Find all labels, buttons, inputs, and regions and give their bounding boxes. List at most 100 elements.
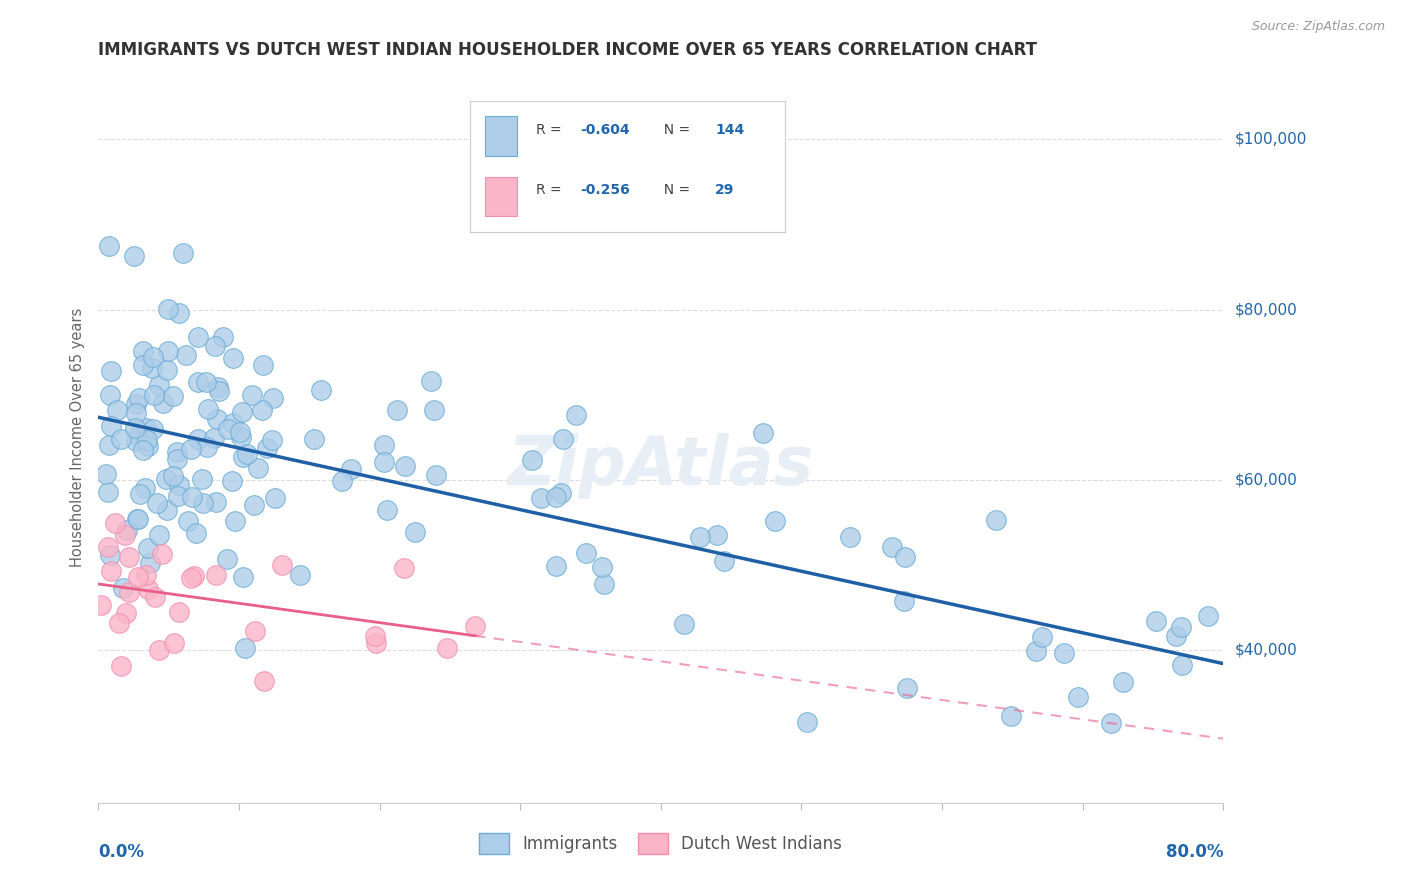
Point [364,636,387,650]
Point [232,450,254,465]
Point [150,547,173,561]
Point [252,358,274,372]
Point [187,375,209,389]
Point [672,617,695,632]
Point [146,496,169,510]
Point [436,640,458,655]
Point [330,475,353,489]
Point [231,405,253,419]
Point [162,468,184,483]
Point [339,462,361,476]
Point [1170,620,1192,634]
Point [136,541,159,555]
Point [118,550,141,565]
Point [894,550,917,565]
Point [127,570,149,584]
Point [1164,629,1187,643]
Point [221,351,243,365]
Point [114,606,136,620]
Point [98,388,121,402]
Point [425,467,447,482]
Point [373,438,395,452]
Point [364,629,387,643]
Point [132,358,155,372]
Point [110,432,132,446]
Point [148,528,170,542]
Point [224,514,246,528]
Point [136,433,159,447]
Point [155,472,177,486]
Point [163,636,186,650]
Point [1171,658,1194,673]
Point [221,474,243,488]
Point [127,512,149,526]
Point [236,447,259,461]
Point [167,477,190,491]
Point [197,402,219,417]
Point [143,591,166,605]
Point [139,556,162,570]
Point [233,640,256,655]
Point [1144,614,1167,628]
Point [205,495,228,509]
Point [180,491,202,505]
Point [591,559,613,574]
Point [157,344,180,359]
Point [1112,675,1135,690]
Point [183,569,205,583]
Point [128,487,150,501]
Point [125,512,148,526]
Point [229,425,252,440]
Point [156,363,179,377]
Point [180,572,202,586]
Point [169,305,191,319]
Point [215,551,238,566]
Text: $40,000: $40,000 [1234,642,1298,657]
Point [893,594,915,608]
Point [392,561,415,575]
Point [394,459,416,474]
Point [97,484,120,499]
Point [114,528,136,542]
Point [208,384,231,398]
Point [135,421,157,435]
Point [574,546,596,560]
Point [262,391,284,405]
Point [112,581,135,595]
Point [98,548,121,562]
Point [184,526,207,541]
Point [117,523,139,537]
Point [124,421,146,435]
Point [104,516,127,530]
Point [796,715,818,730]
Point [839,530,862,544]
Point [689,531,711,545]
Point [752,425,775,440]
Point [242,388,264,402]
Point [131,443,153,458]
Point [231,569,253,583]
Point [191,472,214,486]
Text: IMMIGRANTS VS DUTCH WEST INDIAN HOUSEHOLDER INCOME OVER 65 YEARS CORRELATION CHA: IMMIGRANTS VS DUTCH WEST INDIAN HOUSEHOL… [98,41,1038,59]
Point [134,481,156,495]
Point [387,403,409,417]
Point [229,430,252,444]
Point [125,397,148,411]
Point [148,643,170,657]
Point [520,453,543,467]
Point [134,433,156,447]
Point [896,681,918,695]
Point [222,416,245,430]
Point [118,584,141,599]
Point [1197,609,1219,624]
Point [256,441,278,455]
Point [90,598,112,612]
Point [166,445,188,459]
Text: $80,000: $80,000 [1234,302,1298,317]
Point [128,392,150,406]
Point [1099,716,1122,731]
Point [207,412,229,426]
Point [97,239,120,253]
Point [205,568,228,582]
Point [243,498,266,512]
